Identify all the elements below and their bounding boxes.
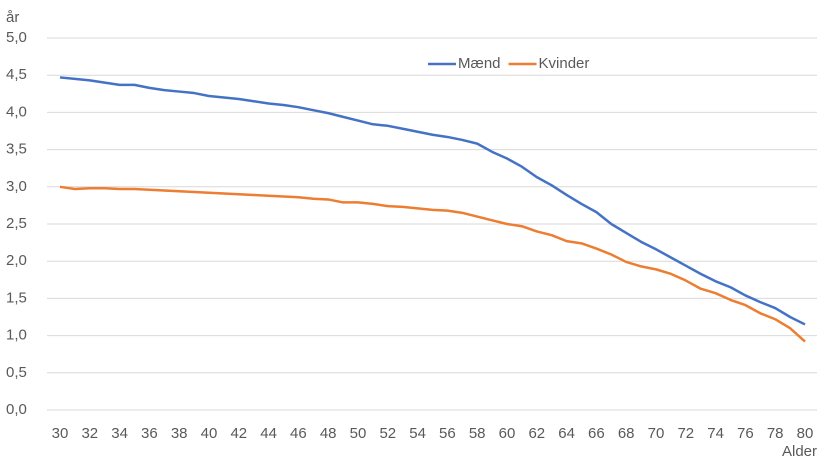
x-tick-label: 72 [677,425,694,442]
x-tick-label: 48 [320,425,337,442]
y-tick-label: 2,0 [6,252,27,269]
y-tick-label: 4,0 [6,103,27,120]
x-tick-label: 62 [528,425,545,442]
x-tick-label: 44 [260,425,277,442]
x-tick-label: 76 [737,425,754,442]
x-tick-label: 66 [588,425,605,442]
y-axis-label: år [6,9,19,26]
x-tick-label: 50 [350,425,367,442]
x-tick-label: 60 [499,425,516,442]
x-tick-label: 78 [767,425,784,442]
x-tick-label: 40 [201,425,218,442]
x-tick-label: 46 [290,425,307,442]
y-tick-label: 0,5 [6,364,27,381]
x-tick-label: 70 [648,425,665,442]
x-tick-label: 52 [379,425,396,442]
y-tick-label: 2,5 [6,215,27,232]
x-tick-label: 74 [707,425,724,442]
legend-label: Kvinder [539,55,590,72]
x-tick-label: 32 [81,425,98,442]
x-tick-label: 42 [230,425,247,442]
y-tick-label: 4,5 [6,66,27,83]
x-tick-label: 80 [797,425,814,442]
x-tick-label: 56 [439,425,456,442]
x-tick-label: 30 [52,425,69,442]
line-series [59,185,806,343]
y-tick-label: 3,0 [6,178,27,195]
line-series [59,76,806,326]
y-tick-label: 3,5 [6,141,27,158]
x-axis-label: Alder [782,443,817,460]
y-tick-label: 1,5 [6,289,27,306]
x-tick-label: 38 [171,425,188,442]
y-tick-label: 5,0 [6,29,27,46]
x-tick-label: 34 [111,425,128,442]
x-tick-label: 58 [469,425,486,442]
y-tick-label: 1,0 [6,327,27,344]
x-tick-label: 54 [409,425,426,442]
y-tick-label: 0,0 [6,401,27,418]
x-tick-label: 64 [558,425,575,442]
x-tick-label: 68 [618,425,635,442]
x-tick-label: 36 [141,425,158,442]
legend-label: Mænd [458,55,501,72]
